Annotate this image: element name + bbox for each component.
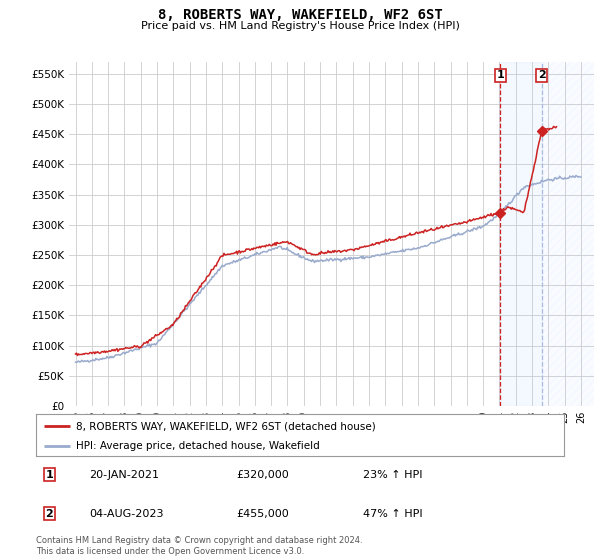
Text: £320,000: £320,000: [236, 470, 289, 479]
Text: 8, ROBERTS WAY, WAKEFIELD, WF2 6ST (detached house): 8, ROBERTS WAY, WAKEFIELD, WF2 6ST (deta…: [76, 421, 376, 431]
Bar: [500, 62, 542, 406]
Text: £455,000: £455,000: [236, 509, 289, 519]
Text: 2: 2: [46, 509, 53, 519]
Text: 23% ↑ HPI: 23% ↑ HPI: [364, 470, 423, 479]
Text: 2: 2: [538, 70, 546, 80]
Text: 47% ↑ HPI: 47% ↑ HPI: [364, 509, 423, 519]
Text: 1: 1: [496, 70, 504, 80]
Text: 8, ROBERTS WAY, WAKEFIELD, WF2 6ST: 8, ROBERTS WAY, WAKEFIELD, WF2 6ST: [158, 8, 442, 22]
Text: 20-JAN-2021: 20-JAN-2021: [89, 470, 159, 479]
Text: HPI: Average price, detached house, Wakefield: HPI: Average price, detached house, Wake…: [76, 441, 319, 451]
Text: Contains HM Land Registry data © Crown copyright and database right 2024.
This d: Contains HM Land Registry data © Crown c…: [36, 536, 362, 556]
Text: Price paid vs. HM Land Registry's House Price Index (HPI): Price paid vs. HM Land Registry's House …: [140, 21, 460, 31]
Text: 1: 1: [46, 470, 53, 479]
Bar: [542, 62, 594, 406]
Text: 04-AUG-2023: 04-AUG-2023: [89, 509, 163, 519]
